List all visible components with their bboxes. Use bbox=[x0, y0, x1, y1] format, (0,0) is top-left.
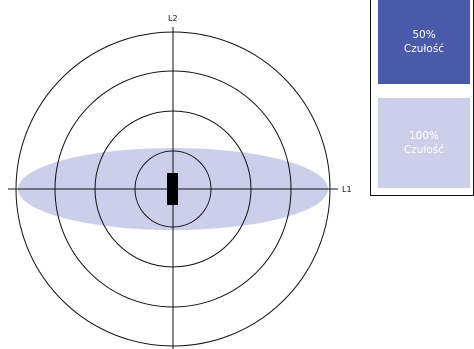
legend-100-percent-value: 100% bbox=[408, 130, 440, 142]
legend-item-50-percent: 50% Czułość bbox=[378, 0, 470, 84]
sensitivity-legend: 50% Czułość 100% Czułość bbox=[370, 0, 474, 196]
legend-50-percent-label: Czułość bbox=[403, 43, 445, 55]
sensor-block bbox=[167, 173, 178, 205]
legend-100-percent-label: Czułość bbox=[403, 144, 445, 156]
axis-l2-label: L2 bbox=[168, 14, 178, 23]
axis-l1-label: L1 bbox=[342, 185, 352, 194]
legend-50-percent-value: 50% bbox=[412, 29, 436, 41]
legend-item-100-percent: 100% Czułość bbox=[378, 98, 470, 188]
